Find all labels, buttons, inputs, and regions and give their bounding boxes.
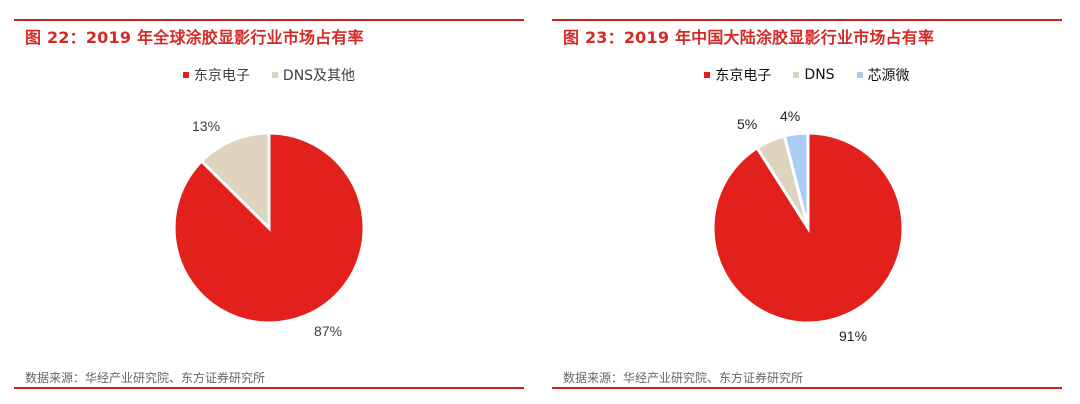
legend: 东京电子 DNS及其他	[14, 65, 524, 85]
legend-label: 芯源微	[867, 68, 910, 84]
legend-item-dns-others: DNS及其他	[271, 65, 356, 85]
pie-slice-kingsemi	[782, 131, 810, 229]
bottom-divider	[14, 387, 524, 389]
bottom-divider	[552, 387, 1062, 389]
pie-chart: 13% 87%	[172, 118, 366, 339]
legend-item-tel: 东京电子	[704, 65, 771, 85]
legend: 东京电子 DNS 芯源微	[552, 65, 1062, 85]
chart-panel-china: 图 23：2019 年中国大陆涂胶显影行业市场占有率 东京电子 DNS 芯源微 …	[552, 0, 1062, 404]
top-divider	[552, 19, 1062, 21]
data-label-4: 4%	[780, 108, 800, 124]
legend-item-dns: DNS	[793, 65, 835, 85]
legend-label: DNS	[804, 67, 835, 83]
chart-title: 图 23：2019 年中国大陆涂胶显影行业市场占有率	[563, 28, 935, 47]
source-note: 数据来源：华经产业研究院、东方证券研究所	[563, 371, 804, 385]
source-note: 数据来源：华经产业研究院、东方证券研究所	[25, 371, 266, 385]
legend-swatch-beige	[271, 72, 278, 78]
legend-swatch-blue	[856, 72, 863, 78]
top-divider	[14, 19, 524, 21]
legend-label: DNS及其他	[282, 68, 356, 84]
legend-swatch-red	[182, 72, 189, 78]
legend-item-kingsemi: 芯源微	[856, 65, 910, 85]
chart-panel-global: 图 22：2019 年全球涂胶显影行业市场占有率 东京电子 DNS及其他 13%…	[14, 0, 524, 404]
data-label-5: 5%	[737, 116, 757, 132]
legend-item-tel: 东京电子	[182, 65, 250, 85]
legend-label: 东京电子	[193, 68, 250, 84]
data-label-91: 91%	[839, 328, 867, 344]
chart-title: 图 22：2019 年全球涂胶显影行业市场占有率	[25, 28, 364, 47]
legend-swatch-red	[704, 72, 711, 78]
data-label-13: 13%	[192, 118, 220, 134]
pie-slice-dns-others	[199, 131, 271, 232]
pie-chart: 5% 4% 91%	[711, 108, 905, 344]
legend-label: 东京电子	[715, 68, 772, 84]
legend-swatch-beige	[793, 72, 800, 78]
data-label-87: 87%	[314, 323, 342, 339]
